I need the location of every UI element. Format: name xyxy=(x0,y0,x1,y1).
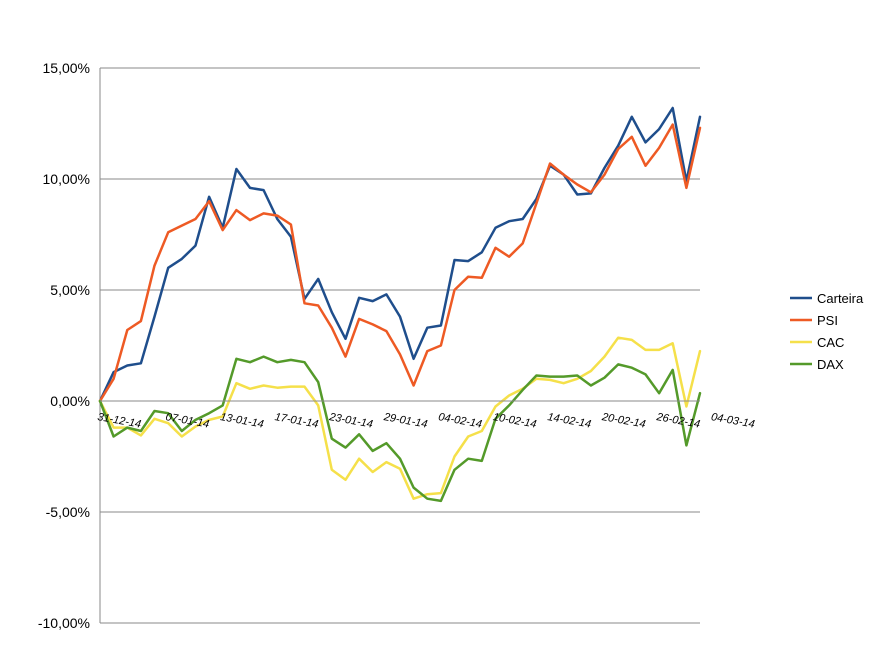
series-line-psi xyxy=(98,123,702,403)
y-tick-label: 15,00% xyxy=(43,60,90,76)
x-tick-label: 10-02-14 xyxy=(492,411,537,430)
x-tick-label: 29-01-14 xyxy=(382,411,428,431)
legend-label-cac: CAC xyxy=(817,335,844,350)
x-tick-label: 13-01-14 xyxy=(219,411,264,430)
series-lines xyxy=(98,106,702,503)
y-tick-label: 5,00% xyxy=(50,282,90,298)
series-line-cac xyxy=(98,336,702,500)
grid-lines xyxy=(100,67,700,624)
legend-label-carteira: Carteira xyxy=(817,291,864,306)
y-tick-label: 0,00% xyxy=(50,393,90,409)
x-tick-label: 14-02-14 xyxy=(546,411,591,430)
y-tick-label: -5,00% xyxy=(46,504,90,520)
y-tick-label: 10,00% xyxy=(43,171,90,187)
legend: Carteira PSI CAC DAX xyxy=(790,291,864,372)
x-tick-label: 20-02-14 xyxy=(600,411,646,431)
x-axis: 31-12-14 07-01-14 13-01-14 17-01-14 23-01-14… xyxy=(96,400,756,431)
x-tick-label: 04-02-14 xyxy=(437,411,482,430)
legend-label-psi: PSI xyxy=(817,313,838,328)
x-tick-label: 04-03-14 xyxy=(710,411,755,430)
series-line-carteira xyxy=(98,106,702,403)
legend-label-dax: DAX xyxy=(817,357,844,372)
x-tick-label: 17-01-14 xyxy=(274,411,319,430)
y-tick-label: -10,00% xyxy=(38,615,90,631)
series-line-dax xyxy=(98,355,702,503)
y-axis: -10,00% -5,00% 0,00% 5,00% 10,00% 15,00% xyxy=(38,60,101,631)
x-tick-label: 23-01-14 xyxy=(327,411,373,431)
